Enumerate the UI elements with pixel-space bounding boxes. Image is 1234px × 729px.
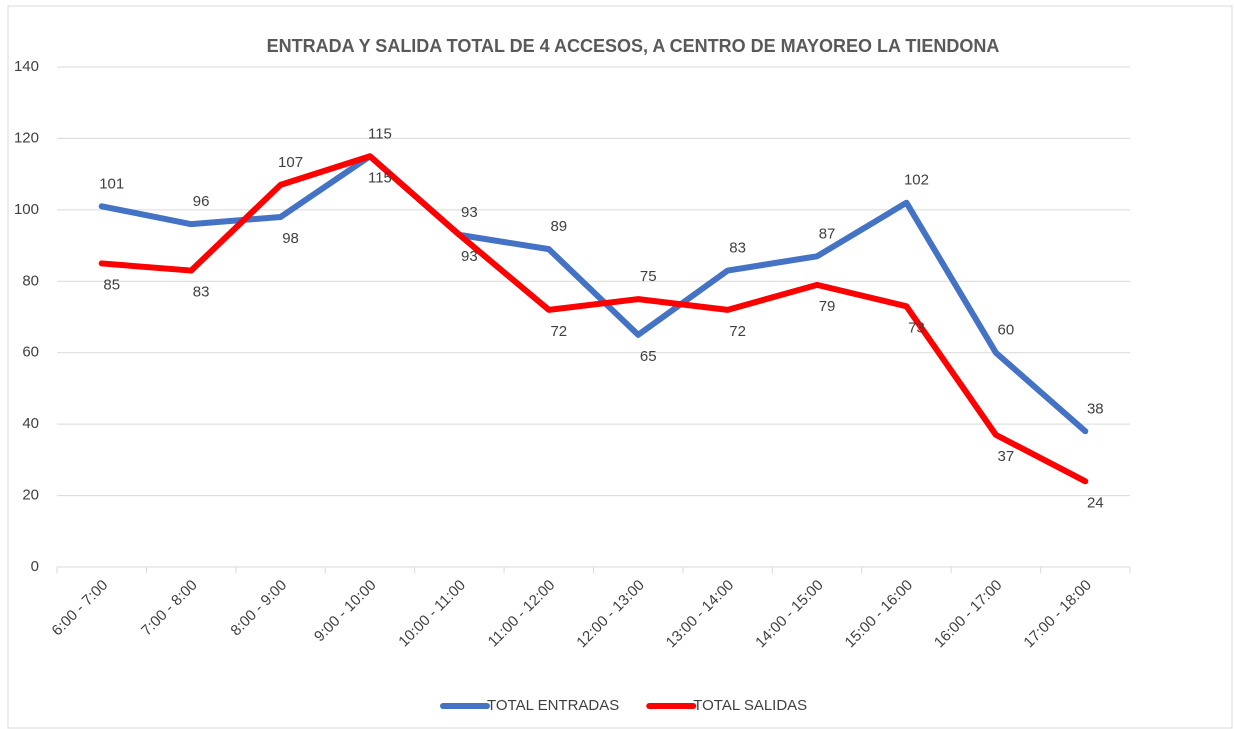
y-tick-label: 120 <box>14 129 39 146</box>
data-label: 24 <box>1087 494 1104 511</box>
data-label: 75 <box>640 268 657 285</box>
y-tick-label: 0 <box>31 558 39 575</box>
legend-label: TOTAL SALIDAS <box>693 697 807 714</box>
data-label: 98 <box>282 230 299 247</box>
series-line <box>98 153 1089 435</box>
data-label: 38 <box>1087 400 1104 417</box>
data-label: 115 <box>368 125 392 142</box>
data-label: 37 <box>998 448 1015 465</box>
y-tick-label: 80 <box>22 272 39 289</box>
data-label: 83 <box>193 284 210 301</box>
data-label: 96 <box>193 193 210 210</box>
data-label: 73 <box>908 319 925 336</box>
y-tick-label: 20 <box>22 487 39 504</box>
data-label: 107 <box>278 154 303 171</box>
y-tick-label: 100 <box>14 201 39 218</box>
data-label: 72 <box>729 323 746 340</box>
chart-frame <box>7 5 1233 729</box>
data-label: 101 <box>99 175 124 192</box>
data-label: 87 <box>819 225 836 242</box>
y-tick-label: 60 <box>22 344 39 361</box>
y-tick-label: 140 <box>14 58 39 75</box>
y-tick-label: 40 <box>22 415 39 432</box>
data-label: 79 <box>819 298 836 315</box>
data-label: 85 <box>103 276 120 293</box>
chart-title: ENTRADA Y SALIDA TOTAL DE 4 ACCESOS, A C… <box>267 36 1000 56</box>
data-label: 89 <box>550 218 567 235</box>
series-line <box>98 153 1089 485</box>
data-label: 83 <box>729 240 746 257</box>
data-label: 102 <box>904 172 929 189</box>
legend-label: TOTAL ENTRADAS <box>487 697 619 714</box>
data-label: 65 <box>640 348 657 365</box>
data-label: 93 <box>461 248 478 265</box>
data-label: 115 <box>368 169 392 186</box>
data-label: 72 <box>550 323 567 340</box>
data-label: 93 <box>461 204 478 221</box>
data-label: 60 <box>998 322 1015 339</box>
